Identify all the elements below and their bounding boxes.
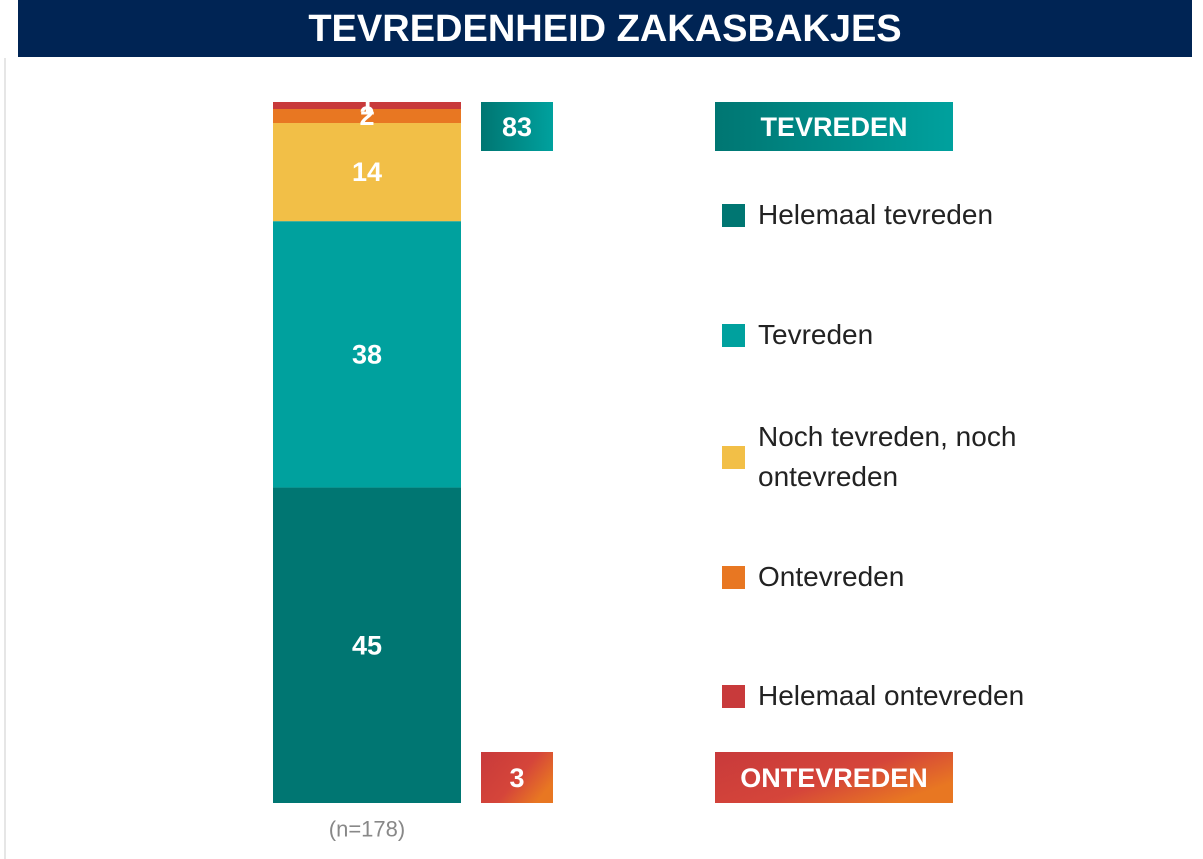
legend-item: Helemaal tevreden xyxy=(722,195,1088,235)
group-value: 83 xyxy=(502,112,532,142)
legend-swatch xyxy=(722,445,745,469)
data-label: 1 xyxy=(359,91,374,121)
legend-label: Tevreden xyxy=(758,319,874,350)
legend-item: Noch tevreden, noch ontevreden xyxy=(722,417,1088,497)
legend-item: Tevreden xyxy=(722,315,1088,355)
note: (n=178) xyxy=(329,817,405,842)
group-box xyxy=(481,102,553,151)
legend-label: Helemaal ontevreden xyxy=(758,680,1025,711)
legend-swatch xyxy=(722,323,745,347)
bar-segment xyxy=(273,109,461,124)
group-label: ONTEVREDEN xyxy=(740,763,928,793)
group-value: 3 xyxy=(509,763,524,793)
data-label: 2 xyxy=(359,101,374,131)
bar-segment xyxy=(273,123,461,222)
title-bar xyxy=(18,0,1192,57)
bar-segment xyxy=(273,102,461,110)
legend-swatch xyxy=(722,203,745,227)
legend-swatch xyxy=(722,565,745,589)
group-box xyxy=(715,752,953,803)
legend-swatch xyxy=(722,684,745,708)
group-label: TEVREDEN xyxy=(760,112,907,142)
bar-segment xyxy=(273,487,461,803)
legend-label: Ontevreden xyxy=(758,561,905,592)
legend-label: Noch tevreden, noch ontevreden xyxy=(758,421,1017,492)
group-box xyxy=(481,752,553,803)
bar-segment xyxy=(273,221,461,488)
legend-label: Helemaal tevreden xyxy=(758,199,994,230)
legend-item: Ontevreden xyxy=(722,557,1088,597)
chart-title: TEVREDENHEID ZAKASBAKJES xyxy=(308,8,901,50)
legend-item: Helemaal ontevreden xyxy=(722,676,1088,716)
data-label: 14 xyxy=(352,157,382,187)
data-label: 38 xyxy=(352,339,382,369)
group-box xyxy=(715,102,953,151)
data-label: 45 xyxy=(352,630,382,660)
